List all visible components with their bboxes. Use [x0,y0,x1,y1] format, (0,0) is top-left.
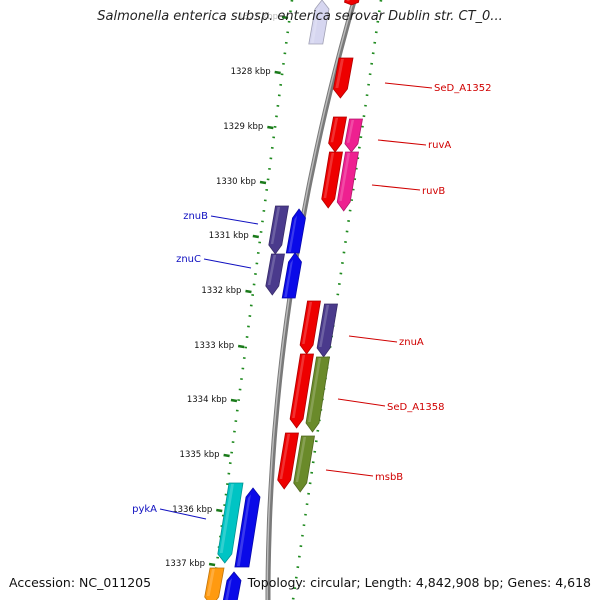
scale-tick-label: 1337 kbp [165,559,205,569]
scale-tick-mark [223,453,230,458]
gene-arrow-red-e [277,432,299,490]
gene-leader-line [377,139,427,146]
gene-label-ruvB: ruvB [371,184,445,197]
scale-tick-mark [281,15,289,20]
scale-tick-label: 1333 kbp [194,341,234,351]
gene-name-text: znuB [183,211,208,222]
gene-arrow-red-b [321,151,343,209]
gene-arrow-znuA [316,303,338,358]
backbone-highlight [266,0,355,600]
gene-arrow-red-a [328,116,347,153]
accession-text: Accession: NC_011205 [9,575,152,590]
gene-label-SeD_A1352: SeD_A1352 [384,82,492,94]
gene-label-znuC: znuC [176,254,252,269]
scale-tick-mark [259,180,267,185]
gene-leader-line [371,184,421,191]
gene-features [204,0,363,600]
gene-arrow-SeD_A1352 [332,57,354,99]
scale-tick-label: 1331 kbp [209,231,249,241]
gene-leader-line [337,398,386,407]
gene-arrow-ruvA [344,118,363,153]
gene-name-text: SeD_A1358 [387,402,445,413]
gene-name-text: znuA [399,337,424,348]
gene-arrow-pykA [217,482,244,564]
scale-tick-label: 1335 kbp [180,450,220,460]
scale-tick-mark [274,70,281,75]
scale-tick-mark [208,562,216,567]
gene-name-text: ruvA [428,140,451,151]
genome-title: Salmonella enterica subsp. enterica sero… [97,9,503,24]
topology-text: Topology: circular; Length: 4,842,908 bp… [247,575,591,590]
gene-arrow-ruvB [336,151,359,212]
gene-arrow-blue-d [222,571,242,600]
gene-leader-line [384,82,433,89]
scale-tick-label: 1327 kbp [238,12,278,22]
gene-arrow-SeD_A1358 [305,356,330,433]
gene-arrow-znuC [265,253,285,296]
gene-arrow-red-d [289,353,314,429]
gene-leader-line [203,258,252,269]
scale-tick-label: 1328 kbp [231,67,271,77]
gene-arrow-red-c [299,300,321,355]
gene-arrow-znuB [268,205,289,255]
gene-arrow-orange [204,567,225,600]
gene-label-ruvA: ruvA [377,139,451,151]
scale-tick-mark [230,398,238,403]
gene-arrow-blue-a [285,208,306,254]
scale-tick-label: 1336 kbp [172,505,212,515]
gene-arrow-top-partial [344,0,360,6]
gene-arrow-top-lavender [308,0,330,45]
backbone [265,0,358,600]
scale-tick-mark [237,344,245,349]
backbone-line [265,0,358,600]
gene-leader-line [325,469,374,477]
gene-labels: SeD_A1352 ruvA ruvB znuB znuC znuA SeD_A1358ms… [132,82,492,520]
gene-leader-line [210,215,259,225]
gene-label-SeD_A1358: SeD_A1358 [337,398,445,413]
scale-tick-label: 1329 kbp [223,122,263,132]
gene-leader-line [159,508,207,520]
gene-label-msbB: msbB [325,469,403,483]
scale-tick-mark [252,234,260,239]
gene-arrow-blue-b [281,252,302,299]
gene-label-znuA: znuA [348,335,424,348]
scale-tick-mark [216,508,223,513]
gene-label-znuB: znuB [183,211,259,225]
gene-name-text: pykA [132,504,157,515]
scale-tick-label: 1334 kbp [187,395,227,405]
gene-arrow-msbB [293,435,315,493]
scale-tick-mark [245,289,252,294]
scale-tick-label: 1330 kbp [216,177,256,187]
gene-name-text: SeD_A1352 [434,83,492,94]
gene-arrow-blue-c [234,487,261,568]
scale-tick-label: 1332 kbp [201,286,241,296]
gene-name-text: znuC [176,254,201,265]
scale-ticks: 1327 kbp 1328 kbp 1329 kbp 1330 kbp 1331 kbp… [165,12,289,569]
gene-label-pykA: pykA [132,504,207,520]
gene-name-text: msbB [375,472,403,483]
gene-name-text: ruvB [422,186,445,197]
gene-leader-line [348,335,398,343]
scale-tick-mark [267,125,274,130]
